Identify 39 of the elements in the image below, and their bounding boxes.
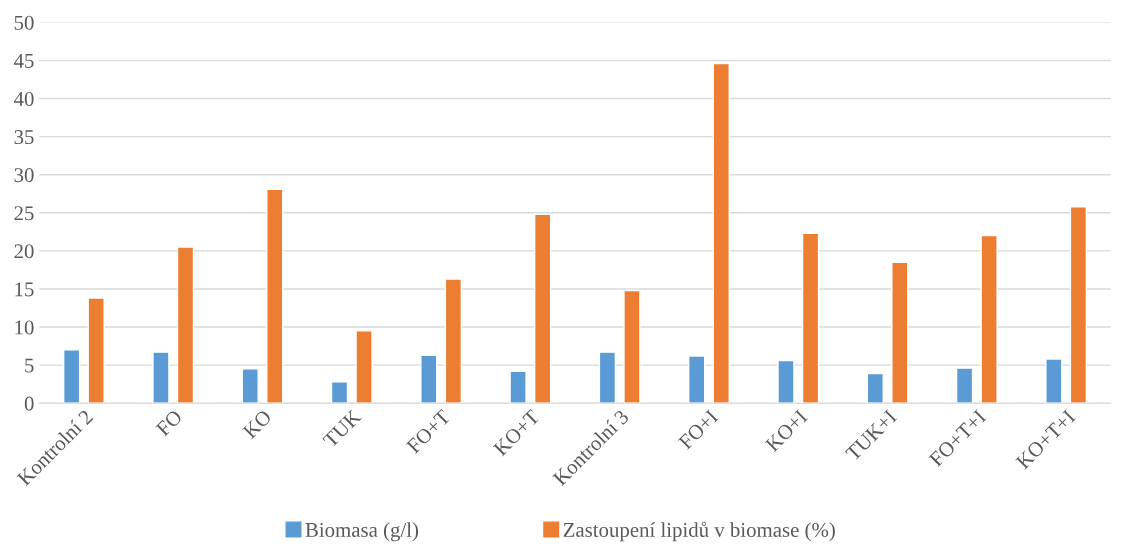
bar: [777, 359, 795, 404]
bar: [533, 213, 552, 404]
y-tick-label: 40: [13, 91, 34, 106]
bar: [176, 246, 195, 404]
bar: [1069, 206, 1088, 404]
bar: [444, 278, 463, 404]
y-tick-label: 15: [15, 282, 34, 297]
bar: [955, 367, 974, 404]
bar: [509, 370, 527, 404]
bar: [266, 188, 284, 404]
bar: [330, 381, 349, 404]
bar: [891, 261, 909, 404]
bar: [1045, 358, 1063, 404]
bar: [712, 62, 730, 404]
bar: [801, 232, 820, 404]
bar: [241, 368, 259, 404]
y-tick-label: 5: [25, 358, 34, 373]
bar: [87, 297, 105, 404]
legend-label: Biomasa (g/l): [305, 522, 419, 542]
bar: [980, 234, 998, 404]
y-tick-label: 20: [14, 244, 34, 259]
y-tick-label: 30: [14, 168, 34, 183]
bar: [598, 351, 617, 404]
legend-label: Zastoupení lipidů v biomase (%): [563, 521, 835, 542]
y-tick-label: 35: [14, 130, 34, 145]
bar: [866, 372, 884, 404]
y-tick-label: 10: [15, 320, 34, 335]
x-tick-label: FO: [155, 409, 183, 437]
bar: [623, 289, 641, 404]
y-tick-label: 50: [14, 15, 34, 30]
bar: [355, 330, 373, 404]
bar: [420, 354, 438, 404]
y-tick-label: 25: [14, 206, 34, 221]
x-tick-label: KO: [242, 409, 273, 440]
bar: [152, 351, 170, 404]
bar: [688, 355, 706, 404]
y-tick-label: 45: [13, 53, 34, 68]
y-tick-label: 0: [24, 396, 34, 411]
bar: [62, 349, 81, 404]
